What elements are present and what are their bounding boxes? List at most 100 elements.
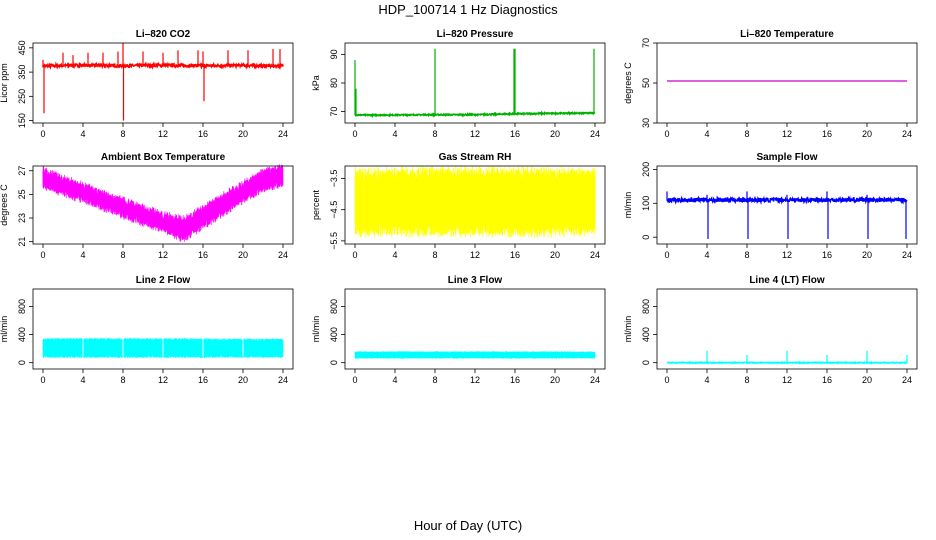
x-tick-label: 4 (392, 250, 397, 260)
y-tick-label: 150 (17, 113, 27, 128)
x-tick-label: 24 (902, 375, 912, 385)
y-tick-label: 400 (641, 327, 651, 342)
y-tick-label: 0 (641, 360, 651, 365)
x-tick-label: 8 (120, 250, 125, 260)
x-tick-label: 12 (470, 129, 480, 139)
y-tick-label: −5.5 (329, 232, 339, 250)
plot-frame (656, 42, 918, 124)
y-tick-label: 50 (641, 78, 651, 88)
x-tick-label: 12 (158, 129, 168, 139)
panel-8: Line 3 Flow ml/min 0 4 8 12 16 20 24 0 400 800 (311, 275, 606, 385)
x-tick-label: 24 (590, 375, 600, 385)
x-tick-label: 16 (198, 375, 208, 385)
x-tick-label: 4 (80, 129, 85, 139)
x-tick-label: 8 (432, 250, 437, 260)
x-tick-label: 8 (432, 375, 437, 385)
y-tick-label: 400 (17, 327, 27, 342)
x-tick-label: 0 (352, 375, 357, 385)
panel-title: Ambient Box Temperature (101, 152, 226, 163)
x-tick-label: 4 (80, 375, 85, 385)
panel-9: Line 4 (LT) Flow ml/min 0 4 8 12 16 20 24 0 400 800 (623, 275, 918, 385)
y-tick-label: 80 (329, 78, 339, 88)
x-tick-label: 20 (550, 129, 560, 139)
y-tick-label: 250 (17, 89, 27, 104)
y-tick-label: 0 (641, 235, 651, 240)
x-tick-label: 0 (40, 250, 45, 260)
y-tick-label: −3.5 (329, 170, 339, 188)
x-tick-label: 16 (510, 250, 520, 260)
panel-title: Li–820 Pressure (437, 29, 514, 40)
x-tick-label: 16 (822, 129, 832, 139)
x-tick-label: 20 (238, 129, 248, 139)
panel-5: Gas Stream RH percent 0 4 8 12 16 20 24 −5.5 −4.5 −… (311, 152, 606, 260)
x-tick-label: 4 (392, 129, 397, 139)
x-tick-label: 16 (198, 129, 208, 139)
y-tick-label: 450 (17, 40, 27, 55)
y-axis-label: percent (311, 189, 321, 220)
x-tick-label: 8 (120, 129, 125, 139)
x-tick-label: 16 (822, 250, 832, 260)
y-tick-label: 70 (329, 107, 339, 117)
y-tick-label: 25 (17, 189, 27, 199)
y-tick-label: 21 (17, 237, 27, 247)
x-tick-label: 16 (198, 250, 208, 260)
panel-7: Line 2 Flow ml/min 0 4 8 12 16 20 24 0 400 800 (0, 275, 294, 385)
x-tick-label: 12 (158, 250, 168, 260)
y-tick-label: 0 (17, 360, 27, 365)
x-tick-label: 24 (278, 250, 288, 260)
y-axis-label: ml/min (0, 316, 9, 343)
x-tick-label: 12 (782, 129, 792, 139)
y-tick-label: 100 (641, 196, 651, 211)
x-tick-label: 24 (902, 129, 912, 139)
x-tick-label: 0 (40, 375, 45, 385)
x-tick-label: 0 (664, 250, 669, 260)
y-axis-label: kPa (311, 75, 321, 91)
panel-title: Line 4 (LT) Flow (749, 275, 825, 286)
figure-x-axis-label: Hour of Day (UTC) (413, 518, 523, 533)
x-tick-label: 12 (782, 375, 792, 385)
x-tick-label: 20 (550, 375, 560, 385)
y-tick-label: 400 (329, 327, 339, 342)
y-tick-label: 800 (17, 299, 27, 314)
x-tick-label: 24 (590, 129, 600, 139)
x-tick-label: 20 (862, 250, 872, 260)
x-tick-label: 20 (238, 375, 248, 385)
plot-frame (344, 42, 606, 124)
x-tick-label: 0 (664, 129, 669, 139)
panel-title: Line 2 Flow (136, 275, 191, 286)
plot-frame (656, 165, 918, 245)
y-tick-label: 800 (329, 299, 339, 314)
x-tick-label: 4 (80, 250, 85, 260)
y-axis-label: Licor ppm (0, 63, 9, 103)
x-tick-label: 0 (40, 129, 45, 139)
panel-2: Li–820 Pressure kPa 0 4 8 12 16 20 24 70 80 90 (311, 29, 606, 139)
y-axis-label: ml/min (311, 316, 321, 343)
y-tick-label: 23 (17, 213, 27, 223)
y-tick-label: 200 (641, 162, 651, 177)
x-tick-label: 8 (744, 375, 749, 385)
x-tick-label: 0 (352, 129, 357, 139)
x-tick-label: 24 (278, 375, 288, 385)
panel-title: Li–820 CO2 (136, 29, 191, 40)
panel-title: Sample Flow (756, 152, 817, 163)
x-tick-label: 12 (470, 250, 480, 260)
y-axis-label: ml/min (623, 192, 633, 219)
x-tick-label: 24 (590, 250, 600, 260)
x-tick-label: 20 (238, 250, 248, 260)
y-axis-label: degrees C (0, 184, 9, 226)
x-tick-label: 24 (902, 250, 912, 260)
x-tick-label: 4 (392, 375, 397, 385)
panel-1: Li–820 CO2 Licor ppm 0 4 8 12 16 20 24 150 250 350 4… (0, 29, 294, 139)
x-tick-label: 20 (862, 129, 872, 139)
y-tick-label: 30 (641, 118, 651, 128)
y-tick-label: 70 (641, 38, 651, 48)
x-tick-label: 8 (432, 129, 437, 139)
data-line (354, 110, 596, 119)
x-tick-label: 20 (862, 375, 872, 385)
x-tick-label: 24 (278, 129, 288, 139)
y-axis-label: degrees C (623, 62, 633, 104)
y-tick-label: 0 (329, 360, 339, 365)
x-tick-label: 8 (120, 375, 125, 385)
x-tick-label: 8 (744, 129, 749, 139)
